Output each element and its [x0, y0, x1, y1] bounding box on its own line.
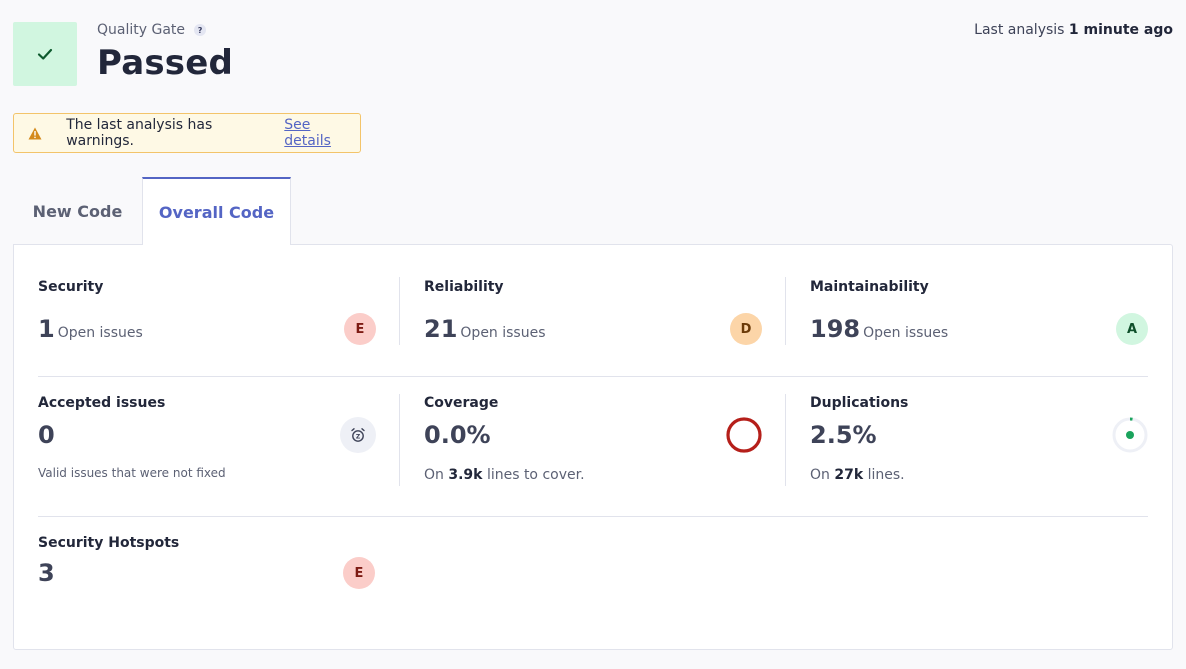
accepted-issues-title: Accepted issues [38, 395, 166, 411]
duplications-note-prefix: On [810, 467, 830, 483]
check-icon [37, 48, 53, 60]
quality-gate-label: Quality Gate ? [97, 22, 207, 38]
last-analysis-value: 1 minute ago [1068, 22, 1173, 38]
svg-text:Z: Z [356, 433, 361, 440]
maintainability-metric[interactable]: Maintainability [810, 279, 929, 295]
security-sub: Open issues [57, 325, 143, 341]
security-hotspots-value[interactable]: 3 [38, 559, 55, 587]
security-rating-badge[interactable]: E [344, 313, 376, 345]
accepted-issues-note: Valid issues that were not fixed [38, 466, 226, 480]
duplications-indicator-icon[interactable] [1111, 416, 1149, 454]
reliability-title: Reliability [424, 279, 504, 295]
code-tabs: New Code Overall Code [13, 177, 291, 245]
coverage-note-value: 3.9k [448, 467, 483, 483]
coverage-ring-icon[interactable] [725, 416, 763, 454]
coverage-note: On 3.9k lines to cover. [424, 467, 585, 483]
tab-new-code[interactable]: New Code [32, 201, 123, 221]
last-analysis: Last analysis 1 minute ago [974, 22, 1173, 38]
security-metric[interactable]: Security [38, 279, 103, 295]
quality-gate-status-badge [13, 22, 77, 86]
last-analysis-prefix: Last analysis [974, 22, 1065, 38]
security-hotspots-metric[interactable]: Security Hotspots [38, 535, 179, 551]
coverage-value[interactable]: 0.0% [424, 421, 491, 449]
metrics-panel: Security 1 Open issues E Reliability 21 Op… [13, 244, 1173, 650]
accepted-issues-icon-wrap: Z [340, 417, 376, 453]
warning-icon [28, 127, 42, 139]
warning-text: The last analysis has warnings. [66, 117, 213, 149]
security-value[interactable]: 1 [38, 315, 55, 343]
quality-gate-header: Quality Gate ? Passed Last analysis 1 mi… [13, 22, 1173, 92]
duplications-value[interactable]: 2.5% [810, 421, 877, 449]
security-hotspots-rating-badge[interactable]: E [343, 557, 375, 589]
security-title: Security [38, 279, 104, 295]
help-icon[interactable]: ? [194, 24, 207, 36]
maintainability-value-row: 198 Open issues [810, 315, 948, 343]
reliability-value[interactable]: 21 [424, 315, 458, 343]
security-hotspots-title: Security Hotspots [38, 535, 180, 551]
maintainability-sub: Open issues [863, 325, 949, 341]
quality-gate-label-text: Quality Gate [97, 22, 186, 38]
row-divider [38, 516, 1148, 517]
quality-gate-status: Passed [97, 43, 234, 83]
divider [785, 394, 786, 486]
divider [785, 277, 786, 345]
tab-overall-code[interactable]: Overall Code [142, 177, 291, 245]
security-value-row: 1 Open issues [38, 315, 143, 343]
see-details-link[interactable]: See details [284, 117, 331, 149]
maintainability-rating-badge[interactable]: A [1116, 313, 1148, 345]
accepted-issues-metric[interactable]: Accepted issues [38, 395, 165, 411]
duplications-note-value: 27k [834, 467, 864, 483]
analysis-warning-banner: The last analysis has warnings. See deta… [13, 113, 361, 153]
duplications-metric[interactable]: Duplications [810, 395, 908, 411]
accepted-issues-value[interactable]: 0 [38, 421, 55, 449]
divider [399, 394, 400, 486]
reliability-sub: Open issues [460, 325, 546, 341]
coverage-metric[interactable]: Coverage [424, 395, 498, 411]
duplications-title: Duplications [810, 395, 909, 411]
coverage-note-prefix: On [424, 467, 444, 483]
reliability-metric[interactable]: Reliability [424, 279, 504, 295]
coverage-title: Coverage [424, 395, 499, 411]
divider [399, 277, 400, 345]
duplications-note: On 27k lines. [810, 467, 905, 483]
maintainability-value[interactable]: 198 [810, 315, 861, 343]
coverage-note-suffix: lines to cover. [486, 467, 585, 483]
row-divider [38, 376, 1148, 377]
reliability-rating-badge[interactable]: D [730, 313, 762, 345]
maintainability-title: Maintainability [810, 279, 929, 295]
alarm-clock-icon: Z [351, 428, 365, 442]
duplications-note-suffix: lines. [867, 467, 905, 483]
reliability-value-row: 21 Open issues [424, 315, 546, 343]
